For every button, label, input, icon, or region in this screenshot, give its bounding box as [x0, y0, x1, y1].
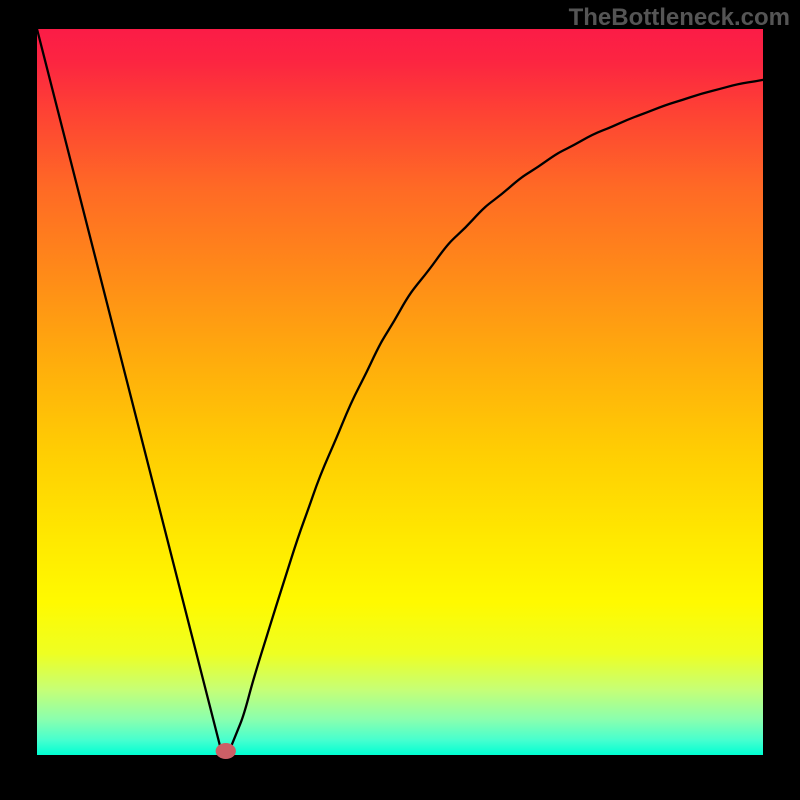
gradient-background [37, 29, 763, 755]
attribution-text: TheBottleneck.com [569, 4, 790, 32]
bottleneck-chart [0, 0, 800, 800]
minimum-marker [216, 743, 236, 759]
